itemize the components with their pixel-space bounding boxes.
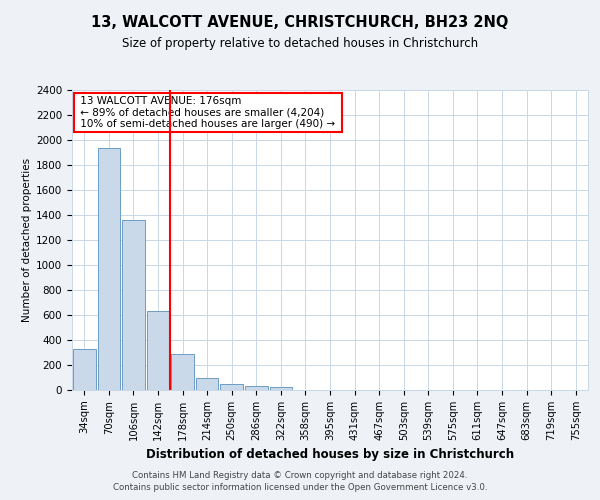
Bar bbox=[98, 148, 120, 390]
Bar bbox=[122, 220, 145, 390]
Text: 13, WALCOTT AVENUE, CHRISTCHURCH, BH23 2NQ: 13, WALCOTT AVENUE, CHRISTCHURCH, BH23 2… bbox=[91, 15, 509, 30]
Text: 13 WALCOTT AVENUE: 176sqm
 ← 89% of detached houses are smaller (4,204)
 10% of : 13 WALCOTT AVENUE: 176sqm ← 89% of detac… bbox=[77, 96, 338, 129]
Bar bbox=[73, 350, 95, 390]
Y-axis label: Number of detached properties: Number of detached properties bbox=[22, 158, 32, 322]
Bar bbox=[269, 387, 292, 390]
Bar bbox=[245, 386, 268, 390]
Bar bbox=[146, 311, 169, 390]
Bar bbox=[220, 384, 243, 390]
Bar bbox=[171, 354, 194, 390]
Bar bbox=[196, 378, 218, 390]
X-axis label: Distribution of detached houses by size in Christchurch: Distribution of detached houses by size … bbox=[146, 448, 514, 462]
Text: Size of property relative to detached houses in Christchurch: Size of property relative to detached ho… bbox=[122, 38, 478, 51]
Text: Contains public sector information licensed under the Open Government Licence v3: Contains public sector information licen… bbox=[113, 484, 487, 492]
Text: Contains HM Land Registry data © Crown copyright and database right 2024.: Contains HM Land Registry data © Crown c… bbox=[132, 471, 468, 480]
